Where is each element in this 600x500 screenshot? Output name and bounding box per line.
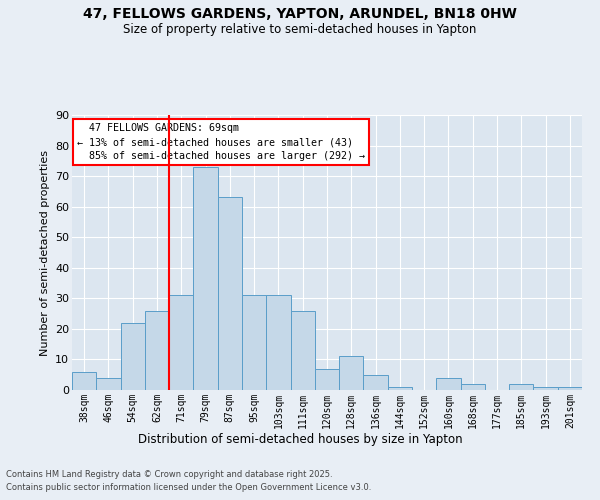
Bar xyxy=(266,296,290,390)
Bar xyxy=(169,296,193,390)
Bar xyxy=(364,374,388,390)
Bar xyxy=(388,387,412,390)
Bar xyxy=(339,356,364,390)
Bar xyxy=(315,368,339,390)
Bar xyxy=(96,378,121,390)
Y-axis label: Number of semi-detached properties: Number of semi-detached properties xyxy=(40,150,50,356)
Bar xyxy=(145,310,169,390)
Bar xyxy=(436,378,461,390)
Text: Distribution of semi-detached houses by size in Yapton: Distribution of semi-detached houses by … xyxy=(137,432,463,446)
Bar xyxy=(533,387,558,390)
Text: 47, FELLOWS GARDENS, YAPTON, ARUNDEL, BN18 0HW: 47, FELLOWS GARDENS, YAPTON, ARUNDEL, BN… xyxy=(83,8,517,22)
Bar xyxy=(290,310,315,390)
Bar xyxy=(72,372,96,390)
Bar xyxy=(121,323,145,390)
Text: 47 FELLOWS GARDENS: 69sqm
← 13% of semi-detached houses are smaller (43)
  85% o: 47 FELLOWS GARDENS: 69sqm ← 13% of semi-… xyxy=(77,123,365,161)
Bar xyxy=(242,296,266,390)
Bar xyxy=(218,198,242,390)
Bar xyxy=(558,387,582,390)
Bar xyxy=(509,384,533,390)
Bar xyxy=(193,167,218,390)
Text: Size of property relative to semi-detached houses in Yapton: Size of property relative to semi-detach… xyxy=(124,22,476,36)
Text: Contains public sector information licensed under the Open Government Licence v3: Contains public sector information licen… xyxy=(6,482,371,492)
Bar xyxy=(461,384,485,390)
Text: Contains HM Land Registry data © Crown copyright and database right 2025.: Contains HM Land Registry data © Crown c… xyxy=(6,470,332,479)
